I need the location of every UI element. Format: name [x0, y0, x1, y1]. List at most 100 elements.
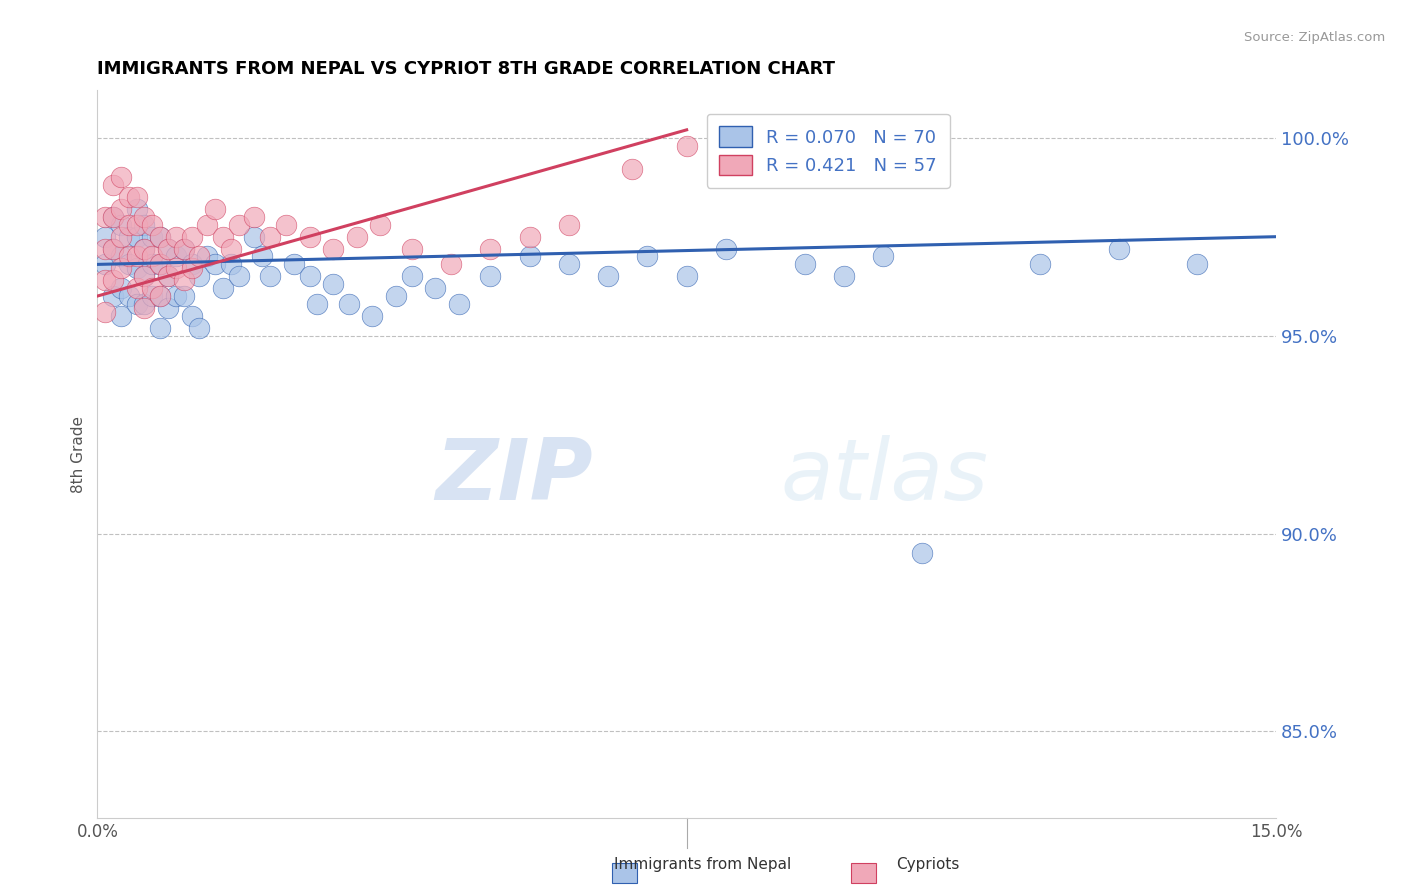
- Point: [1187, 257, 1209, 271]
- Point: [149, 229, 172, 244]
- Point: [283, 257, 305, 271]
- Point: [125, 229, 148, 244]
- Point: [558, 257, 581, 271]
- Point: [165, 261, 187, 276]
- Point: [125, 281, 148, 295]
- Point: [368, 218, 391, 232]
- Point: [125, 190, 148, 204]
- Point: [101, 289, 124, 303]
- Point: [165, 250, 187, 264]
- Point: [110, 309, 132, 323]
- Point: [228, 218, 250, 232]
- Point: [212, 229, 235, 244]
- Point: [141, 229, 163, 244]
- Point: [519, 229, 541, 244]
- Point: [274, 218, 297, 232]
- Point: [101, 273, 124, 287]
- Point: [243, 210, 266, 224]
- Point: [110, 250, 132, 264]
- Point: [180, 257, 202, 271]
- Point: [134, 301, 156, 315]
- Legend: R = 0.070   N = 70, R = 0.421   N = 57: R = 0.070 N = 70, R = 0.421 N = 57: [707, 114, 949, 188]
- Point: [118, 229, 141, 244]
- Point: [165, 229, 187, 244]
- Point: [134, 242, 156, 256]
- Point: [188, 320, 211, 334]
- Point: [259, 269, 281, 284]
- Point: [157, 242, 180, 256]
- Point: [1108, 242, 1130, 256]
- Point: [204, 257, 226, 271]
- Point: [440, 257, 463, 271]
- Point: [118, 190, 141, 204]
- Point: [228, 269, 250, 284]
- Point: [204, 202, 226, 216]
- Text: ZIP: ZIP: [434, 434, 592, 517]
- Point: [134, 297, 156, 311]
- Point: [636, 250, 658, 264]
- Point: [157, 269, 180, 284]
- Point: [243, 229, 266, 244]
- Point: [832, 269, 855, 284]
- Point: [134, 210, 156, 224]
- Point: [94, 210, 117, 224]
- Point: [1029, 257, 1052, 271]
- Text: Cypriots: Cypriots: [896, 857, 960, 872]
- Point: [346, 229, 368, 244]
- Point: [149, 289, 172, 303]
- Point: [141, 218, 163, 232]
- Point: [118, 250, 141, 264]
- Point: [173, 242, 195, 256]
- Point: [141, 257, 163, 271]
- Point: [620, 162, 643, 177]
- Point: [94, 242, 117, 256]
- Point: [118, 218, 141, 232]
- Point: [173, 273, 195, 287]
- Point: [110, 281, 132, 295]
- Point: [165, 289, 187, 303]
- Point: [479, 269, 502, 284]
- Point: [675, 269, 697, 284]
- Point: [149, 257, 172, 271]
- Point: [101, 210, 124, 224]
- Point: [596, 269, 619, 284]
- Point: [149, 257, 172, 271]
- Point: [322, 277, 344, 292]
- Point: [173, 289, 195, 303]
- Point: [361, 309, 384, 323]
- Point: [188, 269, 211, 284]
- Point: [118, 289, 141, 303]
- Point: [252, 250, 274, 264]
- Point: [94, 229, 117, 244]
- Point: [149, 229, 172, 244]
- Point: [675, 138, 697, 153]
- Point: [157, 242, 180, 256]
- Point: [401, 242, 423, 256]
- Text: atlas: atlas: [780, 434, 988, 517]
- Point: [141, 250, 163, 264]
- Point: [173, 242, 195, 256]
- Point: [110, 261, 132, 276]
- Point: [558, 218, 581, 232]
- Point: [911, 546, 934, 560]
- Point: [110, 229, 132, 244]
- Point: [110, 218, 132, 232]
- Text: Source: ZipAtlas.com: Source: ZipAtlas.com: [1244, 31, 1385, 45]
- Point: [195, 250, 218, 264]
- Point: [101, 242, 124, 256]
- Point: [307, 297, 329, 311]
- Point: [479, 242, 502, 256]
- Point: [212, 281, 235, 295]
- Point: [110, 202, 132, 216]
- Point: [180, 229, 202, 244]
- Point: [125, 250, 148, 264]
- Point: [125, 202, 148, 216]
- Point: [125, 297, 148, 311]
- Point: [298, 229, 321, 244]
- Point: [101, 242, 124, 256]
- Point: [125, 218, 148, 232]
- Text: IMMIGRANTS FROM NEPAL VS CYPRIOT 8TH GRADE CORRELATION CHART: IMMIGRANTS FROM NEPAL VS CYPRIOT 8TH GRA…: [97, 60, 835, 78]
- Point: [188, 250, 211, 264]
- Point: [94, 305, 117, 319]
- Point: [141, 281, 163, 295]
